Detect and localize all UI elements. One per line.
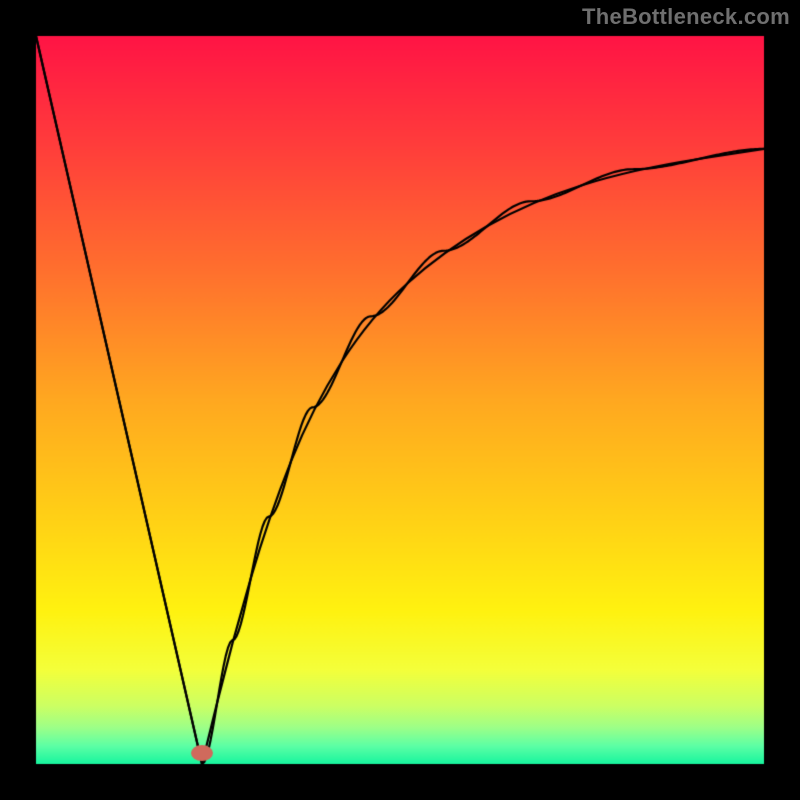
bottleneck-chart-canvas bbox=[0, 0, 800, 800]
watermark-text: TheBottleneck.com bbox=[582, 4, 790, 30]
chart-container: TheBottleneck.com bbox=[0, 0, 800, 800]
